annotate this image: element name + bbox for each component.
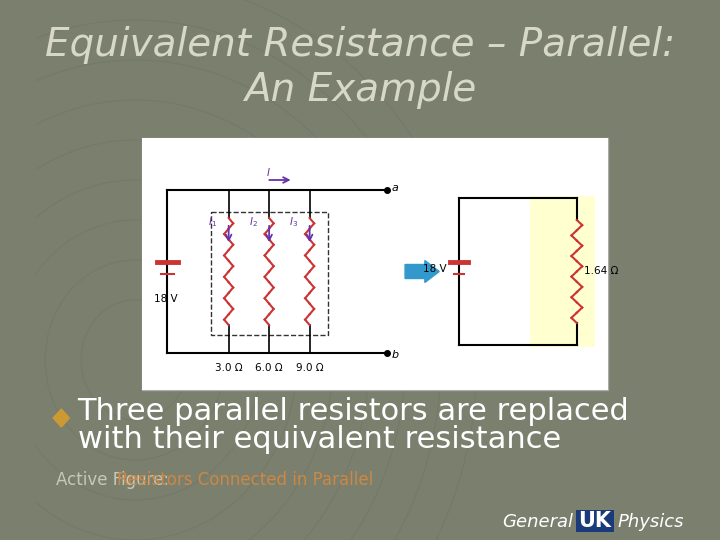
Text: An Example: An Example: [244, 71, 476, 109]
Text: 18 V: 18 V: [423, 265, 446, 274]
Text: $I$: $I$: [266, 166, 271, 178]
Text: $I_1$: $I_1$: [208, 215, 217, 229]
Text: Three parallel resistors are replaced: Three parallel resistors are replaced: [78, 397, 629, 427]
Text: 6.0 Ω: 6.0 Ω: [256, 363, 283, 373]
Bar: [211, 212, 328, 335]
Text: a: a: [392, 183, 398, 193]
Text: Active Figure:: Active Figure:: [56, 471, 174, 489]
Bar: [576, 510, 613, 532]
Bar: [530, 196, 595, 347]
Text: 18 V: 18 V: [154, 294, 178, 303]
Bar: [143, 138, 403, 390]
Text: Physics: Physics: [617, 513, 684, 531]
Text: 1.64 Ω: 1.64 Ω: [584, 267, 618, 276]
Text: Resistors Connected in Parallel: Resistors Connected in Parallel: [117, 471, 374, 489]
Text: b: b: [392, 350, 399, 360]
Bar: [143, 138, 608, 390]
Text: $I_3$: $I_3$: [289, 215, 298, 229]
Text: 9.0 Ω: 9.0 Ω: [296, 363, 323, 373]
Text: General: General: [503, 513, 573, 531]
Bar: [403, 138, 608, 390]
Text: Equivalent Resistance – Parallel:: Equivalent Resistance – Parallel:: [45, 26, 675, 64]
Text: with their equivalent resistance: with their equivalent resistance: [78, 426, 561, 455]
Text: UK: UK: [578, 511, 611, 531]
Text: $I_2$: $I_2$: [248, 215, 258, 229]
FancyArrow shape: [405, 260, 439, 282]
Text: 3.0 Ω: 3.0 Ω: [215, 363, 243, 373]
Polygon shape: [53, 409, 69, 427]
